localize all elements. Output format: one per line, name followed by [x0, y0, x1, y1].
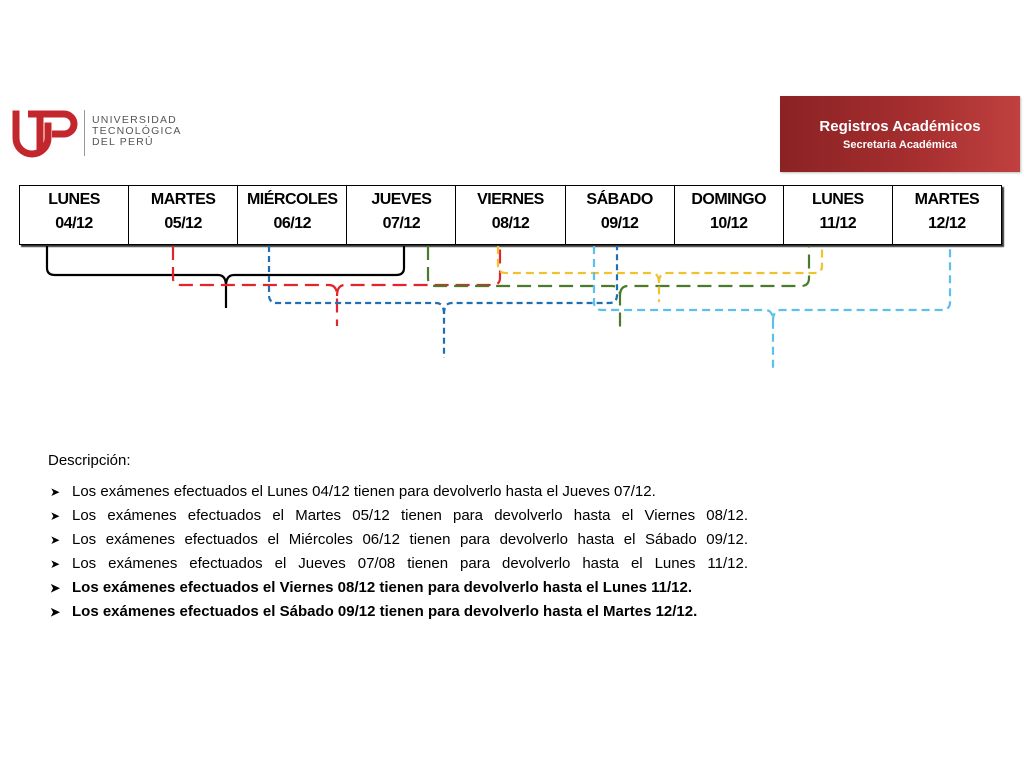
day-cell: LUNES 04/12	[20, 186, 130, 244]
logo-letter-p	[52, 110, 78, 138]
day-name: MIÉRCOLES	[246, 191, 338, 208]
bracket-viernes-lunes	[496, 246, 824, 302]
logo-line-2: TECNOLÓGICA	[92, 125, 182, 137]
banner-title: Registros Académicos	[819, 118, 981, 135]
day-name: LUNES	[811, 191, 864, 208]
description-item: ➤ Los exámenes efectuados el Miércoles 06…	[48, 528, 748, 552]
bracket-miercoles-sabado	[267, 246, 619, 358]
day-cell: MIÉRCOLES 06/12	[238, 186, 348, 244]
day-date: 12/12	[928, 215, 966, 232]
bracket-sabado-martes	[592, 246, 952, 372]
bracket-lunes-jueves	[45, 246, 406, 308]
description-title: Descripción:	[48, 452, 131, 469]
day-name: DOMINGO	[691, 191, 767, 208]
day-date: 11/12	[819, 215, 857, 232]
utp-logo-mark	[12, 110, 78, 158]
day-date: 08/12	[491, 215, 530, 232]
arrow-bullet-icon: ➤	[50, 533, 61, 547]
banner-subtitle: Secretaria Académica	[843, 139, 957, 151]
arrow-bullet-icon: ➤	[50, 557, 61, 571]
day-date: 04/12	[55, 215, 93, 232]
day-cell: JUEVES 07/12	[347, 186, 457, 244]
description-item: ➤ Los exámenes efectuados el Lunes 04/12 …	[48, 480, 748, 504]
description-item-text: Los exámenes efectuados el Sábado 09/12 …	[72, 603, 698, 620]
description-item-text: Los exámenes efectuados el Miércoles 06/…	[72, 531, 748, 548]
arrow-bullet-icon: ➤	[50, 485, 61, 499]
day-cell: LUNES 11/12	[784, 186, 893, 244]
description-item-text: Los exámenes efectuados el Jueves 07/08 …	[72, 555, 748, 572]
description-item-text: Los exámenes efectuados el Viernes 08/12…	[72, 579, 693, 596]
description-item-text: Los exámenes efectuados el Martes 05/12 …	[72, 507, 748, 524]
arrow-bullet-icon: ➤	[50, 509, 61, 523]
description-item: ➤ Los exámenes efectuados el Sábado 09/12…	[48, 600, 748, 624]
description-item-text: Los exámenes efectuados el Lunes 04/12 t…	[72, 483, 656, 500]
utp-logo: UNIVERSIDAD TECNOLÓGICA DEL PERÚ	[12, 108, 182, 158]
logo-letter-u	[12, 110, 52, 158]
day-name: JUEVES	[371, 191, 432, 208]
description-item: ➤ Los exámenes efectuados el Martes 05/12…	[48, 504, 748, 528]
day-name: VIERNES	[477, 191, 544, 208]
bracket-martes-viernes	[171, 246, 502, 326]
description-section: Descripción: ➤ Los exámenes efectuados el…	[48, 452, 748, 624]
logo-letter-t	[28, 110, 58, 152]
description-item: ➤ Los exámenes efectuados el Viernes 08/1…	[48, 576, 748, 600]
arrow-bullet-icon: ➤	[50, 581, 61, 595]
deadline-brackets	[45, 246, 952, 372]
day-cell: VIERNES 08/12	[456, 186, 566, 244]
days-table: LUNES 04/12 MARTES 05/12 MIÉRCOLES 06/12 JU…	[19, 185, 1002, 245]
logo-line-1: UNIVERSIDAD	[92, 114, 177, 126]
day-name: MARTES	[150, 191, 216, 208]
registros-banner: Registros Académicos Secretaria Académic…	[780, 96, 1020, 172]
day-name: LUNES	[48, 191, 100, 208]
day-date: 06/12	[273, 215, 312, 232]
bracket-jueves-lunes	[426, 246, 811, 330]
day-cell: MARTES 05/12	[129, 186, 239, 244]
day-date: 05/12	[164, 215, 202, 232]
day-date: 07/12	[382, 215, 421, 232]
day-cell: MARTES 12/12	[893, 186, 1001, 244]
logo-text: UNIVERSIDAD TECNOLÓGICA DEL PERÚ	[92, 115, 182, 148]
day-date: 09/12	[600, 215, 639, 232]
day-cell: DOMINGO 10/12	[675, 186, 784, 244]
day-cell: SÁBADO 09/12	[566, 186, 675, 244]
description-item: ➤ Los exámenes efectuados el Jueves 07/08…	[48, 552, 748, 576]
day-date: 10/12	[709, 215, 748, 232]
arrow-bullet-icon: ➤	[50, 605, 61, 619]
logo-separator	[84, 110, 85, 156]
day-name: SÁBADO	[586, 191, 653, 208]
logo-line-3: DEL PERÚ	[92, 136, 154, 148]
day-name: MARTES	[914, 191, 980, 208]
